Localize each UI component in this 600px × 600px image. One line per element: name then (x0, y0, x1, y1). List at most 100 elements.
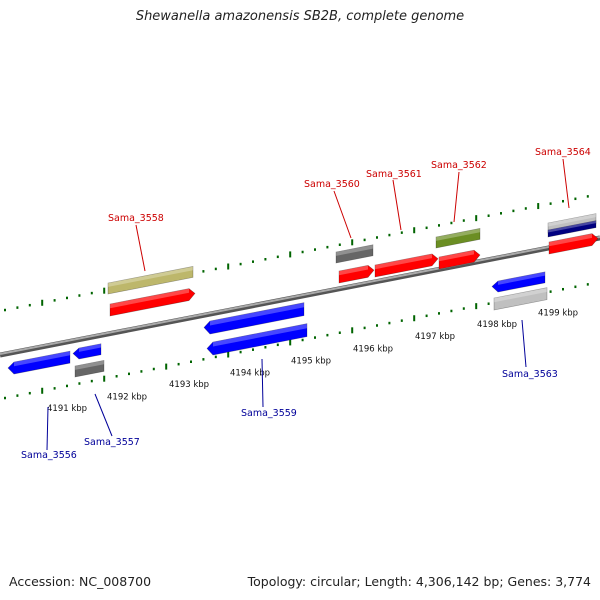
gene-block-khaki[interactable] (107, 266, 194, 295)
gene-block-blue-small[interactable] (72, 343, 102, 360)
gene-block-sama-3559[interactable] (206, 323, 308, 356)
gene-label[interactable]: Sama_3563 (502, 369, 558, 380)
lower-track-minor-tick (462, 307, 465, 310)
lower-track-minor-tick (177, 362, 180, 366)
gene-block-sama-3556-shine (14, 351, 70, 367)
upper-track-minor-tick (90, 291, 93, 295)
upper-track-minor-tick (376, 236, 378, 239)
upper-track-major-tick (475, 215, 478, 222)
gene-block-sama-3561-shine (375, 253, 432, 270)
gene-block-sama-3560-shine (339, 265, 368, 276)
leader-line (521, 319, 527, 368)
lower-track-minor-tick (140, 370, 143, 373)
gene-label[interactable]: Sama_3559 (241, 408, 297, 419)
gene-block-silver-upper-shine (548, 213, 596, 227)
gene-block-sama-3558-shine (110, 288, 189, 309)
leader-line (135, 224, 146, 272)
gene-label[interactable]: Sama_3564 (535, 147, 591, 158)
lower-track-minor-tick (363, 326, 366, 330)
scale-label: 4194 kbp (230, 368, 270, 378)
lower-track-minor-tick (214, 355, 217, 359)
lower-track-minor-tick (586, 283, 589, 286)
gene-block-sama-3564-shine (549, 233, 592, 247)
upper-track-minor-tick (512, 209, 515, 213)
gene-block-olive-shine (436, 228, 480, 241)
gene-block-sama-3564[interactable] (548, 233, 599, 255)
lower-track-major-tick (475, 303, 478, 310)
upper-track-minor-tick (586, 195, 589, 198)
scale-label: 4197 kbp (415, 332, 455, 342)
upper-track-major-tick (227, 263, 230, 270)
leader-line (333, 190, 352, 239)
lower-track-minor-tick (190, 360, 192, 364)
lower-track-minor-tick (115, 375, 118, 378)
gene-block-sama-3561[interactable] (374, 253, 439, 278)
gene-block-sama-3557[interactable] (74, 359, 105, 378)
scale-label: 4199 kbp (538, 308, 578, 318)
upper-track-minor-tick (425, 226, 428, 230)
lower-track-minor-tick (562, 287, 564, 291)
upper-track-minor-tick (438, 224, 440, 227)
gene-label[interactable]: Sama_3557 (84, 437, 140, 448)
gene-block-blue-small-shine (79, 343, 101, 352)
lower-track-major-tick (227, 351, 230, 358)
upper-track-minor-tick (524, 207, 527, 210)
upper-track-minor-tick (264, 257, 267, 261)
gene-block-olive[interactable] (435, 228, 481, 249)
lower-track-minor-tick (90, 379, 93, 383)
leader-line (562, 158, 570, 209)
upper-track-minor-tick (66, 296, 68, 300)
accession-text: Accession: NC_008700 (9, 574, 152, 589)
lower-track-minor-tick (314, 336, 316, 339)
leader-line (261, 358, 264, 408)
upper-track-minor-tick (314, 248, 316, 251)
gene-block-sama-3558[interactable] (109, 288, 196, 317)
leader-line (453, 171, 460, 223)
upper-track-minor-tick (338, 243, 341, 246)
lower-track-minor-tick (53, 387, 56, 390)
gene-block-sama-3562[interactable] (438, 249, 481, 270)
upper-track-minor-tick (214, 267, 217, 271)
gene-block-blue-upper-shine (210, 302, 304, 326)
lower-track-minor-tick (338, 331, 341, 334)
lower-track-minor-tick (376, 324, 378, 327)
lower-track-minor-tick (574, 285, 577, 289)
upper-track-major-tick (413, 227, 416, 234)
upper-track-minor-tick (388, 233, 391, 237)
gene-label[interactable]: Sama_3562 (431, 160, 487, 171)
gene-block-navy[interactable] (547, 220, 597, 238)
lower-track-minor-tick (276, 343, 279, 347)
leader-line (46, 406, 49, 451)
gene-block-gray-upper[interactable] (335, 244, 374, 264)
lower-track-minor-tick (4, 396, 6, 400)
gene-block-sama-3560[interactable] (338, 265, 375, 284)
upper-track-minor-tick (326, 245, 329, 249)
gene-block-sama-3562-shine (439, 250, 474, 262)
upper-track-minor-tick (562, 199, 564, 203)
gene-block-sama-3559-shine (213, 323, 307, 347)
lower-track-minor-tick (264, 345, 267, 349)
gene-label[interactable]: Sama_3556 (21, 450, 77, 461)
upper-track-major-tick (351, 239, 354, 246)
gene-label[interactable]: Sama_3561 (366, 169, 422, 180)
scale-label: 4196 kbp (353, 344, 393, 354)
scale-label: 4192 kbp (107, 392, 147, 402)
lower-track-major-tick (165, 363, 168, 370)
gene-block-blue-upper[interactable] (203, 302, 305, 335)
lower-track-minor-tick (487, 302, 490, 305)
gene-label[interactable]: Sama_3560 (304, 179, 360, 190)
gene-block-sama-3556[interactable] (7, 350, 71, 375)
upper-track-minor-tick (549, 202, 552, 205)
upper-track-minor-tick (462, 219, 465, 222)
upper-track-minor-tick (400, 231, 403, 234)
gene-block-sama-3563[interactable] (491, 271, 546, 293)
upper-track-minor-tick (363, 238, 366, 242)
gene-label[interactable]: Sama_3558 (108, 213, 164, 224)
leader-line (94, 393, 113, 437)
upper-track-minor-tick (450, 221, 453, 225)
gene-block-silver-lower[interactable] (493, 287, 548, 311)
lower-track-minor-tick (28, 391, 31, 395)
lower-track-minor-tick (388, 321, 391, 325)
upper-track-minor-tick (301, 250, 304, 254)
lower-track-major-tick (351, 327, 354, 334)
